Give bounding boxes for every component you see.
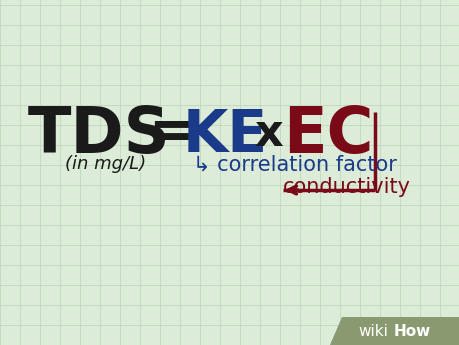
Text: =: = xyxy=(148,106,194,160)
Polygon shape xyxy=(329,317,459,345)
Text: x: x xyxy=(253,112,282,156)
Text: KE: KE xyxy=(183,107,268,164)
Text: conductivity: conductivity xyxy=(282,177,410,197)
Text: wiki: wiki xyxy=(357,324,387,338)
Text: EC: EC xyxy=(282,104,373,166)
Text: (in mg/L): (in mg/L) xyxy=(65,155,146,173)
Text: How: How xyxy=(393,324,431,338)
Text: TDS: TDS xyxy=(28,104,170,166)
Text: ↳ correlation factor: ↳ correlation factor xyxy=(193,155,396,175)
